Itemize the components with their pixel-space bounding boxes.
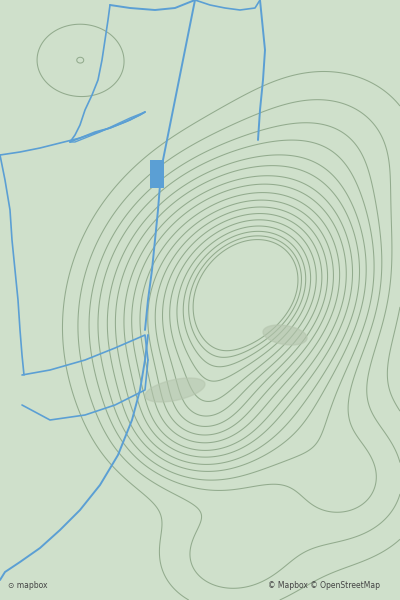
Polygon shape [263,325,307,345]
Polygon shape [145,378,205,402]
FancyBboxPatch shape [150,160,164,188]
Text: © Mapbox © OpenStreetMap: © Mapbox © OpenStreetMap [268,581,380,590]
Text: ⊙ mapbox: ⊙ mapbox [8,581,48,590]
